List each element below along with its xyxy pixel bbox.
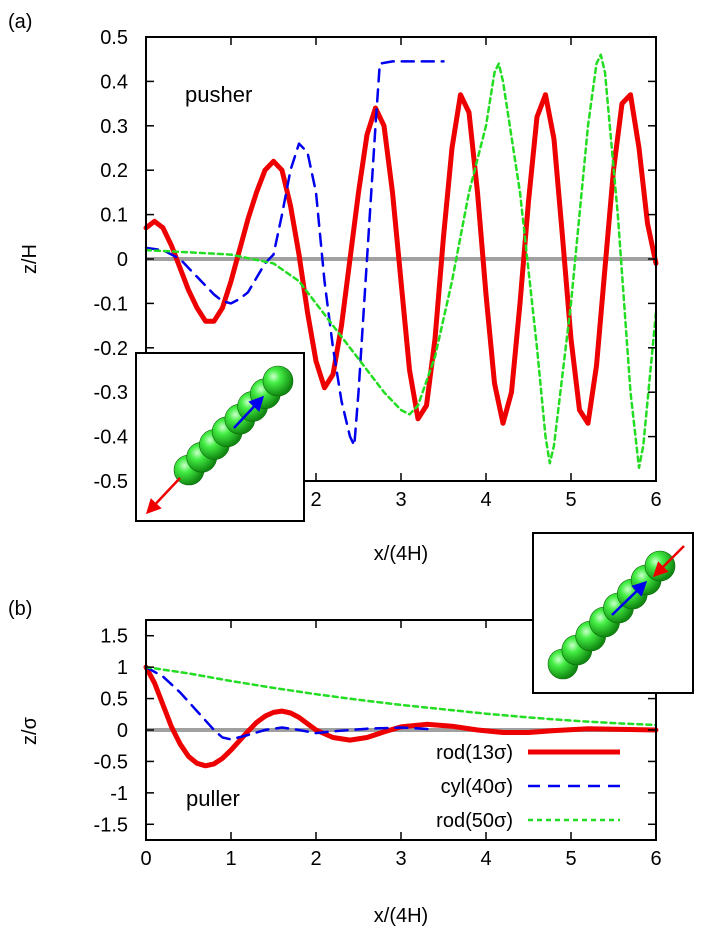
series-line-1 xyxy=(143,92,659,426)
puller-rod-icon xyxy=(547,545,685,680)
y-tick-label: -1.5 xyxy=(94,814,128,836)
x-tick-label: 1 xyxy=(225,848,236,870)
y-tick-label: -1 xyxy=(110,783,128,805)
panel-b-ticks: 0 1 2 3 4 5 6 1.5 1 0.5 0 -0.5 -1 -1.5 xyxy=(94,620,662,870)
panel-a-ylabel: z/H xyxy=(19,244,41,274)
y-tick-label: 0.3 xyxy=(100,116,128,138)
y-tick-label: 0.2 xyxy=(100,160,128,182)
y-tick-label: 0.5 xyxy=(100,689,128,711)
panel-b-label: (b) xyxy=(8,598,32,620)
y-tick-label: 0.5 xyxy=(100,27,128,49)
x-tick-label: 5 xyxy=(565,848,576,870)
y-tick-label: -0.2 xyxy=(94,338,128,360)
pusher-rod-icon xyxy=(145,365,294,515)
y-tick-label: -0.4 xyxy=(94,427,128,449)
swim-direction-arrow xyxy=(611,580,648,616)
swim-direction-arrow xyxy=(233,395,265,429)
panel-a-label: (a) xyxy=(8,11,32,33)
y-tick-label: 0.4 xyxy=(100,71,128,93)
y-tick-label: -0.1 xyxy=(94,293,128,315)
panel-b: (b) 0 1 2 3 4 5 6 1.5 1 0.5 0 -0.5 -1 -1.5 puller x/(… xyxy=(8,532,694,927)
bead xyxy=(644,550,676,582)
y-tick-label: -0.3 xyxy=(94,382,128,404)
panel-b-series xyxy=(143,664,659,769)
x-tick-label: 5 xyxy=(565,489,576,511)
x-tick-label: 0 xyxy=(140,848,151,870)
panel-a-series xyxy=(143,53,659,469)
y-tick-label: -0.5 xyxy=(94,471,128,493)
y-tick-label: 0 xyxy=(117,720,128,742)
y-tick-label: 1 xyxy=(117,657,128,679)
x-tick-label: 4 xyxy=(480,489,491,511)
panel-a-ticks: 01234560.50.40.30.20.10-0.1-0.2-0.3-0.4-… xyxy=(94,27,662,511)
x-tick-label: 2 xyxy=(310,489,321,511)
legend: rod(13σ) cyl(40σ) rod(50σ) xyxy=(436,742,620,832)
x-tick-label: 3 xyxy=(395,848,406,870)
x-tick-label: 6 xyxy=(650,489,661,511)
panel-a-xlabel: x/(4H) xyxy=(374,543,428,565)
x-tick-label: 4 xyxy=(480,848,491,870)
series-line-3 xyxy=(144,665,658,727)
panel-b-ylabel: z/σ xyxy=(19,716,41,745)
legend-label: cyl(40σ) xyxy=(441,776,513,798)
puller-inset xyxy=(532,532,694,694)
panel-b-annotation: puller xyxy=(186,786,240,811)
legend-label: rod(50σ) xyxy=(436,810,513,832)
x-tick-label: 2 xyxy=(310,848,321,870)
series-line-3 xyxy=(144,53,658,469)
y-tick-label: 0 xyxy=(117,249,128,271)
panel-a-annotation: pusher xyxy=(185,82,252,107)
x-tick-label: 3 xyxy=(395,489,406,511)
x-tick-label: 6 xyxy=(650,848,661,870)
force-arrow xyxy=(145,477,181,515)
series-line-2 xyxy=(144,60,445,447)
y-tick-label: -0.5 xyxy=(94,751,128,773)
bead xyxy=(262,365,294,397)
series-line-1 xyxy=(143,664,659,769)
panel-b-xlabel: x/(4H) xyxy=(374,905,428,927)
legend-label: rod(13σ) xyxy=(436,742,513,764)
panel-a: (a) 01234560.50.40.30.20.10-0.1-0.2-0.3-… xyxy=(8,11,662,565)
force-arrow xyxy=(652,545,685,578)
series-line-2 xyxy=(144,665,437,741)
y-tick-label: 1.5 xyxy=(100,626,128,648)
y-tick-label: 0.1 xyxy=(100,205,128,227)
pusher-inset xyxy=(135,352,305,522)
